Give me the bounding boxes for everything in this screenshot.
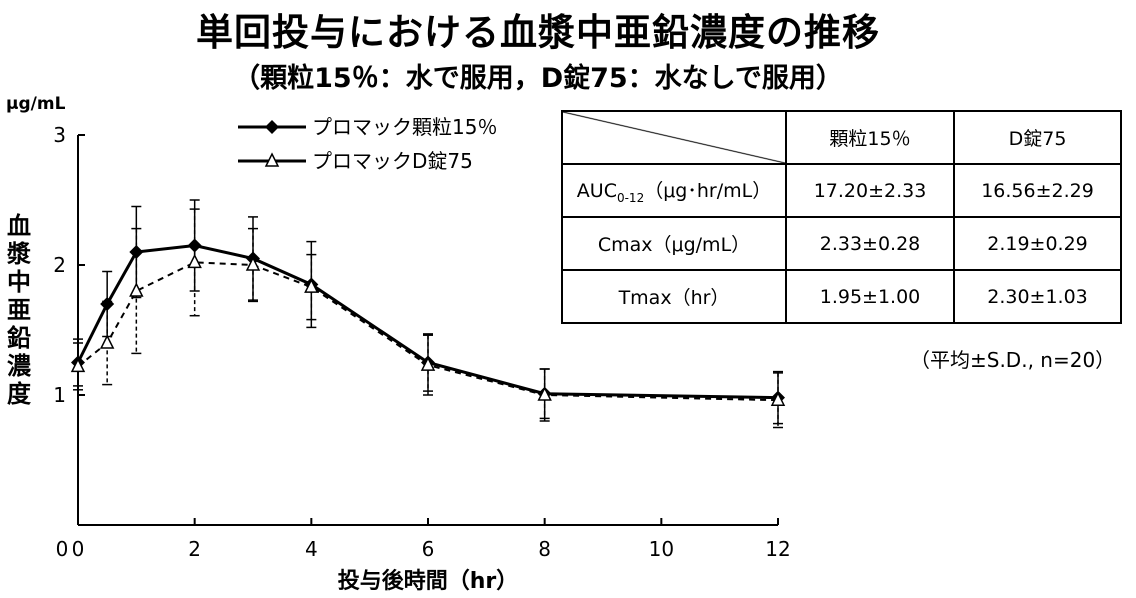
x-tick-label: 6 <box>422 537 435 561</box>
data-point <box>245 256 261 271</box>
table-row-label: Cmax（μg/mL） <box>561 216 787 271</box>
data-point <box>304 278 319 293</box>
chart-subtitle: （顆粒15％：水で服用，D錠75：水なしで服用） <box>233 63 843 94</box>
y-axis-label-char: 濃 <box>7 352 31 380</box>
x-tick-label: 12 <box>765 537 790 561</box>
legend-marker-granule <box>265 120 279 134</box>
origin-tick-label: 0 <box>56 537 69 561</box>
legend-marker-tablet <box>264 152 280 167</box>
y-unit-label: μg/mL <box>6 94 66 114</box>
y-axis-label-char: 度 <box>7 380 31 408</box>
x-tick-label: 4 <box>305 537 318 561</box>
table-row-tmax: Tmax（hr） 1.95±1.00 2.30±1.03 <box>561 269 1122 324</box>
data-point <box>187 238 202 253</box>
table-row-auc: AUC0-12（μg･hr/mL） 17.20±2.33 16.56±2.29 <box>561 163 1122 218</box>
table-cell: 2.33±0.28 <box>785 216 955 271</box>
y-tick-label: 3 <box>53 123 66 147</box>
data-point <box>770 391 786 406</box>
legend-label-tablet: プロマックD錠75 <box>312 149 473 173</box>
table-cell: 2.30±1.03 <box>953 269 1122 324</box>
y-axis-label-char: 漿 <box>7 240 31 268</box>
x-tick-label: 8 <box>538 537 551 561</box>
x-tick-label: 0 <box>72 537 85 561</box>
legend: プロマック顆粒15％ プロマックD錠75 <box>238 115 497 173</box>
data-point <box>100 297 115 311</box>
table-row-label: Tmax（hr） <box>561 269 787 324</box>
table-cell: 2.19±0.29 <box>953 216 1122 271</box>
y-axis-label-char: 中 <box>7 268 31 296</box>
y-axis-label: 血 漿 中 亜 鉛 濃 度 <box>4 212 34 408</box>
data-point <box>537 386 552 401</box>
data-point <box>187 253 202 269</box>
y-axis-label-char: 血 <box>7 212 31 240</box>
stats-table: 顆粒15％ D錠75 AUC0-12（μg･hr/mL） 17.20±2.33 … <box>561 110 1122 324</box>
footnote: （平均±S.D., n=20） <box>910 348 1116 372</box>
y-axis-label-char: 鉛 <box>7 324 31 352</box>
data-point <box>129 245 144 259</box>
table-cell: 16.56±2.29 <box>953 163 1122 218</box>
data-point <box>420 356 436 371</box>
table-header-tablet: D錠75 <box>953 110 1122 165</box>
x-tick-label: 10 <box>649 537 674 561</box>
table-cell: 1.95±1.00 <box>785 269 955 324</box>
table-row-label: AUC0-12（μg･hr/mL） <box>561 163 787 218</box>
legend-label-granule: プロマック顆粒15％ <box>312 115 497 139</box>
y-tick-label: 1 <box>53 383 66 407</box>
x-tick-label: 2 <box>188 537 201 561</box>
y-axis-label-char: 亜 <box>7 296 31 324</box>
table-header-row: 顆粒15％ D錠75 <box>561 110 1122 165</box>
table-corner-cell <box>561 110 787 165</box>
x-axis-label: 投与後時間（hr） <box>338 568 519 594</box>
table-cell: 17.20±2.33 <box>785 163 955 218</box>
data-point <box>99 334 115 349</box>
chart-title: 単回投与における血漿中亜鉛濃度の推移 <box>196 11 880 54</box>
y-tick-label: 2 <box>53 253 66 277</box>
data-point <box>129 282 144 297</box>
table-row-cmax: Cmax（μg/mL） 2.33±0.28 2.19±0.29 <box>561 216 1122 271</box>
table-header-granule: 顆粒15％ <box>785 110 955 165</box>
data-point <box>70 357 86 373</box>
